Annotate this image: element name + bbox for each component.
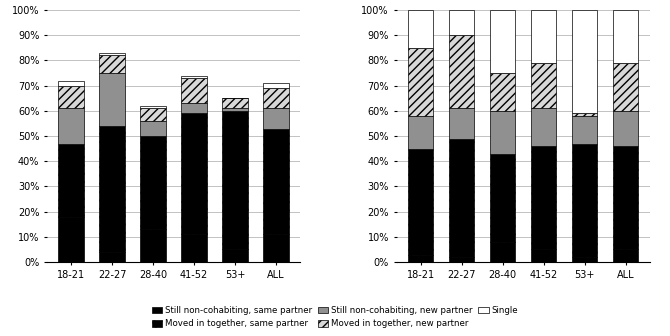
Bar xyxy=(613,111,639,146)
Bar xyxy=(58,144,84,217)
Bar xyxy=(182,103,207,114)
Bar xyxy=(99,55,125,73)
Bar xyxy=(490,73,515,111)
Bar xyxy=(613,249,639,262)
Bar xyxy=(490,10,515,73)
Bar xyxy=(408,48,433,116)
Bar xyxy=(449,138,474,257)
Bar xyxy=(531,63,556,108)
Bar xyxy=(490,111,515,154)
Bar xyxy=(58,217,84,262)
Bar xyxy=(531,108,556,146)
Bar xyxy=(58,81,84,86)
Legend: Still non-cohabiting, same partner, Moved in together, same partner, Still non-c: Still non-cohabiting, same partner, Move… xyxy=(149,302,521,332)
Bar xyxy=(449,10,474,35)
Bar xyxy=(58,86,84,108)
Bar xyxy=(572,257,598,262)
Bar xyxy=(572,116,598,144)
Bar xyxy=(263,88,289,108)
Bar xyxy=(182,76,207,78)
Bar xyxy=(449,257,474,262)
Bar xyxy=(263,235,289,262)
Bar xyxy=(408,149,433,255)
Bar xyxy=(182,78,207,103)
Bar xyxy=(141,106,165,108)
Bar xyxy=(613,10,639,63)
Bar xyxy=(531,10,556,63)
Bar xyxy=(263,108,289,128)
Bar xyxy=(408,255,433,262)
Bar xyxy=(449,108,474,138)
Bar xyxy=(572,114,598,116)
Bar xyxy=(99,53,125,55)
Bar xyxy=(58,108,84,144)
Bar xyxy=(613,63,639,111)
Bar xyxy=(141,136,165,229)
Bar xyxy=(99,126,125,252)
Bar xyxy=(141,108,165,121)
Bar xyxy=(141,229,165,262)
Bar xyxy=(222,249,248,262)
Bar xyxy=(408,116,433,149)
Bar xyxy=(531,146,556,249)
Bar xyxy=(531,249,556,262)
Bar xyxy=(222,108,248,111)
Bar xyxy=(572,10,598,114)
Bar xyxy=(572,144,598,257)
Bar xyxy=(99,73,125,126)
Bar xyxy=(490,154,515,242)
Bar xyxy=(263,128,289,235)
Bar xyxy=(490,242,515,262)
Bar xyxy=(449,35,474,108)
Bar xyxy=(613,146,639,249)
Bar xyxy=(263,83,289,88)
Bar xyxy=(408,10,433,48)
Bar xyxy=(99,252,125,262)
Bar xyxy=(141,121,165,136)
Bar xyxy=(182,114,207,235)
Bar xyxy=(222,98,248,108)
Bar xyxy=(182,235,207,262)
Bar xyxy=(222,111,248,249)
